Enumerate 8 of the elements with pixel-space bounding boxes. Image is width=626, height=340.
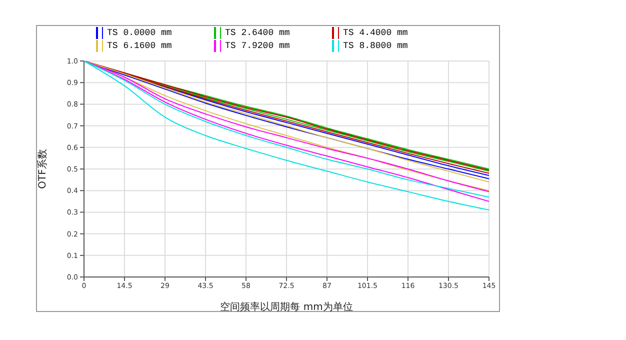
legend-label: TS 8.8000 mm (343, 41, 408, 51)
y-axis-title: OTF系数 (36, 149, 49, 189)
legend-label: TS 6.1600 mm (107, 41, 172, 51)
legend-label: TS 4.4000 mm (343, 28, 408, 38)
legend-label: TS 2.6400 mm (225, 28, 290, 38)
x-axis-title: 空间频率以周期每 mm为单位 (220, 301, 353, 313)
legend-label: TS 7.9200 mm (225, 41, 290, 51)
legend-label: TS 0.0000 mm (107, 28, 172, 38)
